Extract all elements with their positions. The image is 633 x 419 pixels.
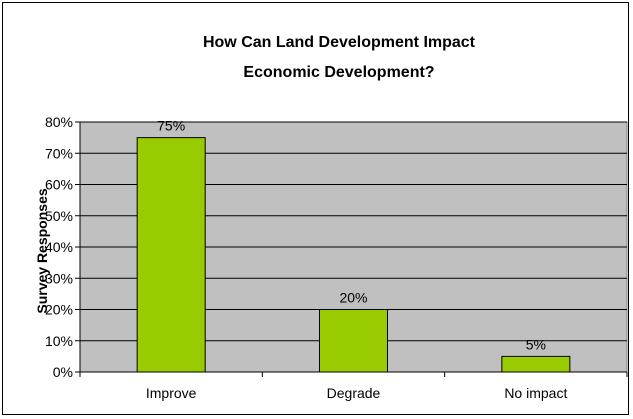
x-category-label: Degrade (327, 385, 381, 401)
bar-chart: How Can Land Development Impact Economic… (34, 34, 628, 401)
chart-title-line-1: How Can Land Development Impact (203, 34, 476, 51)
y-tick-label: 10% (45, 333, 73, 349)
data-label: 75% (157, 118, 185, 134)
y-tick-label: 80% (45, 114, 73, 130)
y-tick-label: 70% (45, 145, 73, 161)
x-category-label: No impact (504, 385, 567, 401)
x-category-label: Improve (146, 385, 197, 401)
y-tick-label: 60% (45, 177, 73, 193)
y-tick-label: 40% (45, 239, 73, 255)
y-tick-label: 50% (45, 208, 73, 224)
y-axis-label: Survey Responses (34, 188, 50, 313)
y-tick-label: 0% (53, 364, 73, 380)
data-label: 20% (339, 290, 367, 306)
data-label: 5% (526, 336, 546, 352)
bar-degrade (319, 309, 388, 373)
chart-title-line-2: Economic Development? (243, 64, 434, 81)
bar-improve (136, 137, 206, 373)
chart-frame: How Can Land Development Impact Economic… (2, 2, 629, 415)
y-tick-label: 30% (45, 270, 73, 286)
bar-no-impact (501, 355, 571, 373)
y-tick-label: 20% (45, 302, 73, 318)
plot-area: 0% 10% 20% 30% 40% 50% 60% 70% 80% 75% Improve 20% D… (45, 114, 628, 401)
